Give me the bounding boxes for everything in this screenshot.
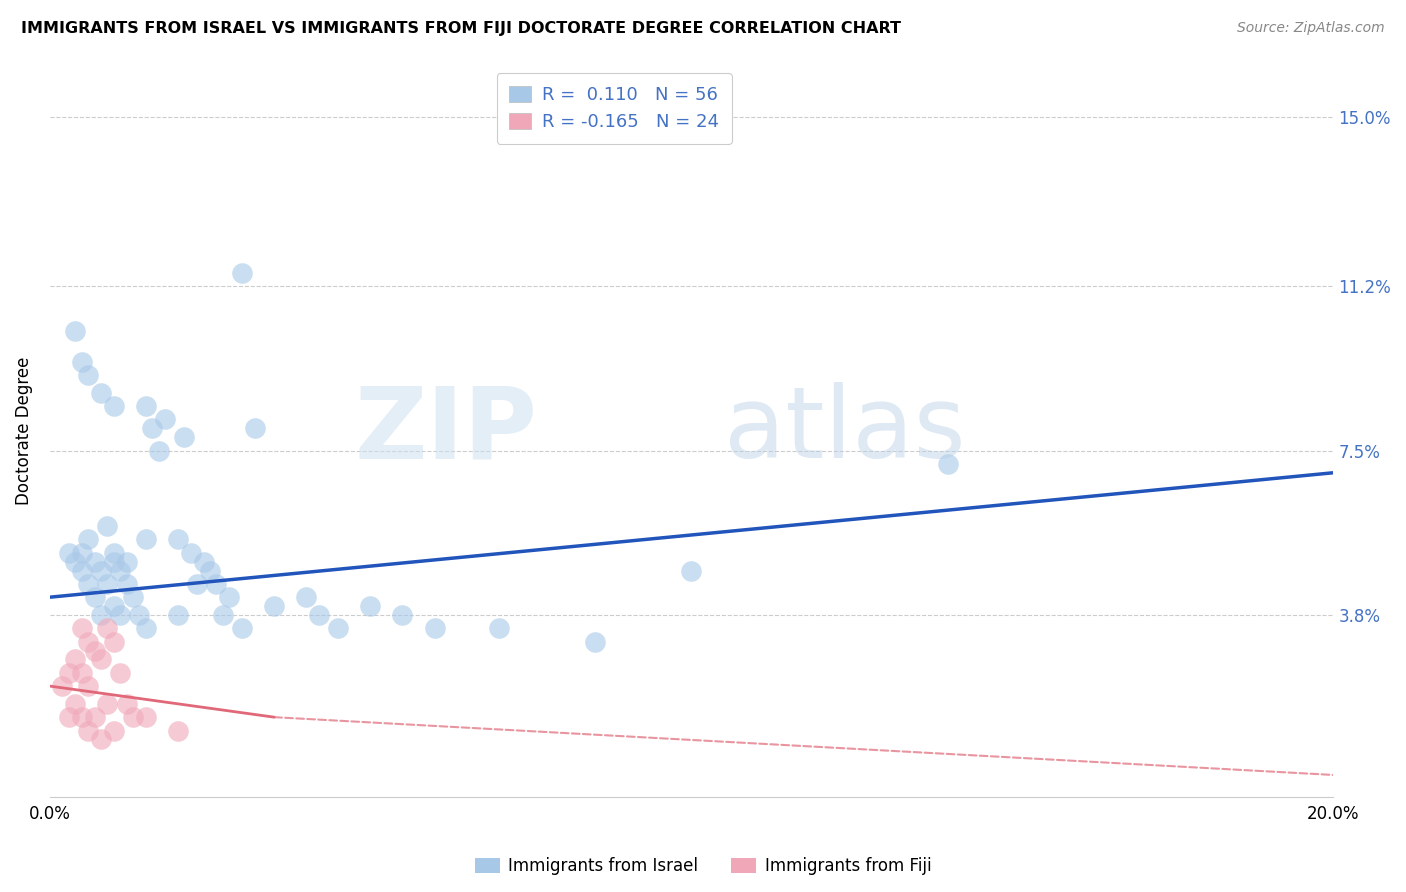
Point	[65, 324, 87, 338]
Point	[65, 652, 87, 666]
Point	[115, 577, 138, 591]
Point	[423, 621, 446, 635]
Point	[58, 665, 80, 680]
Point	[103, 723, 125, 738]
Point	[135, 399, 157, 413]
Point	[96, 621, 118, 635]
Point	[96, 697, 118, 711]
Point	[58, 546, 80, 560]
Point	[263, 599, 285, 613]
Point	[70, 564, 93, 578]
Point	[77, 577, 100, 591]
Point	[70, 621, 93, 635]
Point	[328, 621, 350, 635]
Point	[110, 607, 132, 622]
Point	[90, 564, 112, 578]
Point	[77, 634, 100, 648]
Point	[77, 533, 100, 547]
Point	[90, 732, 112, 747]
Legend: R =  0.110   N = 56, R = -0.165   N = 24: R = 0.110 N = 56, R = -0.165 N = 24	[496, 73, 731, 144]
Point	[103, 546, 125, 560]
Point	[83, 591, 105, 605]
Text: IMMIGRANTS FROM ISRAEL VS IMMIGRANTS FROM FIJI DOCTORATE DEGREE CORRELATION CHAR: IMMIGRANTS FROM ISRAEL VS IMMIGRANTS FRO…	[21, 21, 901, 36]
Point	[295, 591, 318, 605]
Point	[231, 621, 253, 635]
Point	[77, 679, 100, 693]
Point	[583, 634, 606, 648]
Point	[153, 412, 176, 426]
Point	[96, 577, 118, 591]
Text: Source: ZipAtlas.com: Source: ZipAtlas.com	[1237, 21, 1385, 35]
Point	[243, 421, 266, 435]
Point	[58, 710, 80, 724]
Point	[308, 607, 330, 622]
Point	[148, 443, 170, 458]
Point	[391, 607, 413, 622]
Point	[65, 555, 87, 569]
Point	[218, 591, 240, 605]
Point	[135, 710, 157, 724]
Point	[198, 564, 221, 578]
Point	[70, 355, 93, 369]
Point	[173, 430, 195, 444]
Point	[681, 564, 703, 578]
Point	[135, 621, 157, 635]
Point	[103, 634, 125, 648]
Point	[110, 665, 132, 680]
Point	[135, 533, 157, 547]
Point	[110, 564, 132, 578]
Point	[193, 555, 215, 569]
Point	[77, 723, 100, 738]
Point	[115, 697, 138, 711]
Point	[51, 679, 73, 693]
Point	[359, 599, 381, 613]
Point	[90, 385, 112, 400]
Point	[167, 533, 190, 547]
Point	[96, 519, 118, 533]
Point	[122, 710, 145, 724]
Point	[103, 599, 125, 613]
Point	[167, 607, 190, 622]
Point	[488, 621, 510, 635]
Point	[122, 591, 145, 605]
Point	[103, 399, 125, 413]
Point	[205, 577, 228, 591]
Point	[167, 723, 190, 738]
Point	[936, 457, 959, 471]
Point	[186, 577, 208, 591]
Point	[83, 643, 105, 657]
Point	[128, 607, 150, 622]
Point	[70, 546, 93, 560]
Point	[65, 697, 87, 711]
Point	[212, 607, 235, 622]
Point	[83, 555, 105, 569]
Legend: Immigrants from Israel, Immigrants from Fiji: Immigrants from Israel, Immigrants from …	[468, 851, 938, 882]
Point	[231, 266, 253, 280]
Point	[70, 665, 93, 680]
Point	[90, 652, 112, 666]
Point	[141, 421, 163, 435]
Point	[180, 546, 202, 560]
Text: ZIP: ZIP	[354, 382, 537, 479]
Text: atlas: atlas	[724, 382, 966, 479]
Point	[115, 555, 138, 569]
Point	[77, 368, 100, 382]
Point	[83, 710, 105, 724]
Y-axis label: Doctorate Degree: Doctorate Degree	[15, 357, 32, 505]
Point	[103, 555, 125, 569]
Point	[70, 710, 93, 724]
Point	[90, 607, 112, 622]
